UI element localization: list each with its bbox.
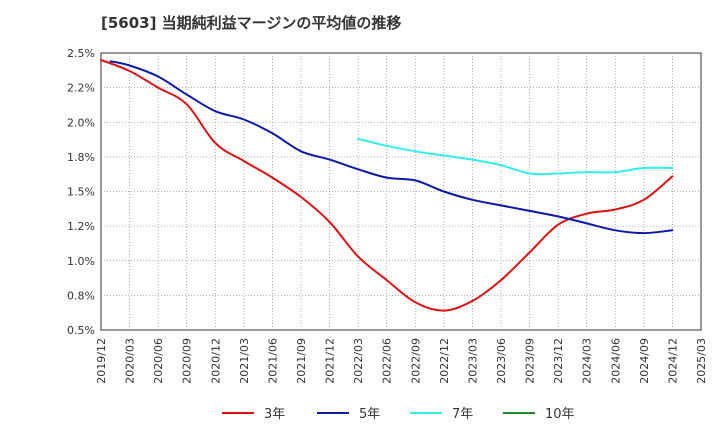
y-tick-label: 1.2% bbox=[67, 220, 95, 233]
x-tick-label: 2023/09 bbox=[524, 338, 537, 384]
y-tick-label: 1.5% bbox=[67, 186, 95, 199]
series-line-1 bbox=[109, 60, 674, 235]
x-tick-label: 2023/03 bbox=[466, 338, 479, 384]
x-tick-label: 2020/12 bbox=[209, 338, 222, 384]
legend: 3年 5年 7年 10年 bbox=[222, 407, 575, 422]
y-tick-label: 2.2% bbox=[67, 82, 95, 95]
x-tick-label: 2024/03 bbox=[581, 338, 594, 384]
x-tick-label: 2024/12 bbox=[666, 338, 679, 384]
y-tick-label: 1.8% bbox=[67, 151, 95, 164]
x-tick-label: 2021/03 bbox=[238, 338, 251, 384]
x-tick-label: 2022/06 bbox=[381, 338, 394, 384]
y-tick-label: 1.0% bbox=[67, 255, 95, 268]
x-tick-label: 2021/12 bbox=[324, 338, 337, 384]
x-tick-label: 2020/06 bbox=[152, 338, 165, 384]
y-tick-label: 2.0% bbox=[67, 116, 95, 129]
x-tick-label: 2025/03 bbox=[695, 338, 708, 384]
x-tick-label: 2020/03 bbox=[124, 338, 137, 384]
series-line-0 bbox=[100, 58, 674, 312]
x-tick-label: 2022/12 bbox=[438, 338, 451, 384]
x-tick-label: 2024/09 bbox=[638, 338, 651, 384]
series-layer bbox=[100, 58, 674, 312]
legend-label-1: 5年 bbox=[359, 407, 380, 422]
axis-layer: 0.5% 0.8% 1.0% 1.2% 1.5% 1.8% 2.0% 2.2% 2.5% 2019… bbox=[67, 47, 708, 384]
series-line-2 bbox=[357, 137, 674, 176]
grid-layer bbox=[100, 52, 702, 331]
x-tick-label: 2022/03 bbox=[352, 338, 365, 384]
y-tick-label: 2.5% bbox=[67, 47, 95, 60]
x-tick-label: 2022/09 bbox=[409, 338, 422, 384]
x-tick-label: 2023/06 bbox=[495, 338, 508, 384]
legend-label-0: 3年 bbox=[264, 407, 285, 422]
x-tick-label: 2019/12 bbox=[95, 338, 108, 384]
x-tick-label: 2023/12 bbox=[552, 338, 565, 384]
x-tick-label: 2021/06 bbox=[266, 338, 279, 384]
legend-label-2: 7年 bbox=[452, 407, 473, 422]
x-tick-label: 2021/09 bbox=[295, 338, 308, 384]
y-tick-label: 0.5% bbox=[67, 324, 95, 337]
x-tick-label: 2020/09 bbox=[181, 338, 194, 384]
legend-label-3: 10年 bbox=[545, 407, 575, 422]
x-tick-label: 2024/06 bbox=[609, 338, 622, 384]
y-tick-label: 0.8% bbox=[67, 289, 95, 302]
chart-title: [5603] 当期純利益マージンの平均値の推移 bbox=[101, 14, 402, 32]
